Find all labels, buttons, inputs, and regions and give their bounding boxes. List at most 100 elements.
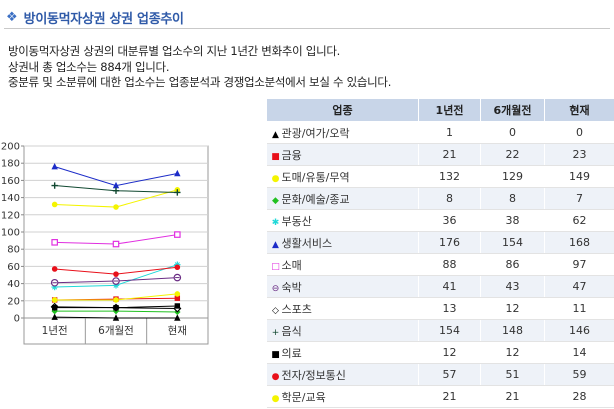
table-row: □ 소매 88 86 97: [266, 253, 614, 276]
y-tick-label: 0: [14, 314, 20, 325]
value-cell: 57: [418, 363, 481, 386]
header-category: 업종: [266, 98, 419, 122]
table-row: ■ 의료 12 12 14: [266, 341, 614, 364]
value-cell: 0: [480, 121, 545, 144]
category-name: 생활서비스: [281, 236, 333, 250]
category-cell: ■ 금융: [266, 143, 419, 166]
line-chart-svg: 0 20 40 60 80 100 120 140 160 180 200 1년전 6개월전 현재: [1, 142, 209, 345]
value-cell: 47: [544, 275, 614, 298]
data-point: [113, 271, 119, 277]
series-marker-icon: ■: [271, 151, 280, 162]
data-point: [112, 181, 120, 189]
value-cell: 12: [418, 341, 481, 364]
value-cell: 132: [418, 165, 481, 188]
value-cell: 21: [418, 143, 481, 166]
value-cell: 12: [480, 341, 545, 364]
value-cell: 176: [418, 231, 481, 254]
series-marker-icon: ▲: [272, 129, 279, 140]
category-name: 금융: [281, 148, 302, 162]
value-cell: 12: [480, 297, 545, 320]
description-line-3: 중분류 및 소분류에 대한 업소수는 업종분석과 경쟁업소분석에서 보실 수 있…: [8, 75, 392, 89]
category-cell: ● 도매/유통/무역: [266, 165, 419, 188]
value-cell: 11: [544, 297, 614, 320]
header-6months: 6개월전: [480, 98, 545, 122]
value-cell: 97: [544, 253, 614, 276]
data-point: [174, 264, 181, 271]
category-name: 음식: [281, 324, 302, 338]
value-cell: 43: [480, 275, 545, 298]
series-marker-icon: □: [271, 261, 280, 272]
data-point: [51, 266, 58, 272]
value-cell: 148: [480, 319, 545, 342]
table-row: ▲ 관광/여가/오락 1 0 0: [266, 121, 614, 144]
value-cell: 168: [544, 231, 614, 254]
data-point: [51, 201, 58, 208]
table-row: ⊖ 숙박 41 43 47: [266, 275, 614, 298]
data-point: [174, 291, 181, 297]
value-cell: 86: [480, 253, 545, 276]
y-tick-label: 20: [7, 296, 20, 307]
data-point: [174, 314, 181, 321]
series-marker-icon: ●: [271, 173, 280, 184]
x-tick-label: 6개월전: [98, 325, 134, 337]
y-tick-label: 100: [1, 228, 20, 239]
category-name: 소매: [281, 258, 302, 272]
category-name: 의료: [281, 346, 302, 360]
category-name: 학문/교육: [281, 390, 326, 404]
series-marker-icon: ▲: [272, 239, 279, 250]
value-cell: 146: [544, 319, 614, 342]
series-marker-icon: +: [271, 327, 280, 338]
value-cell: 149: [544, 165, 614, 188]
data-point: [113, 297, 119, 303]
value-cell: 8: [418, 187, 481, 210]
value-cell: 154: [480, 231, 545, 254]
table-row: ■ 금융 21 22 23: [266, 143, 614, 166]
description-line-2: 상권내 총 업소수는 884개 입니다.: [8, 59, 170, 74]
table-row: ◇ 스포츠 13 12 11: [266, 297, 614, 320]
y-tick-label: 120: [1, 210, 20, 221]
table-row: + 음식 154 148 146: [266, 319, 614, 342]
category-cell: ● 학문/교육: [266, 385, 419, 408]
table-row: ● 도매/유통/무역 132 129 149: [266, 165, 614, 188]
y-tick-label: 160: [1, 176, 20, 187]
table-row: ● 전자/정보통신 57 51 59: [266, 363, 614, 386]
description: 방이동먹자상권 상권의 대분류별 업소수의 지난 1년간 변화추이 입니다. 상…: [8, 44, 391, 91]
value-cell: 14: [544, 341, 614, 364]
data-point: [113, 204, 119, 210]
data-point: [174, 295, 181, 301]
category-cell: ✱ 부동산: [266, 209, 419, 232]
page-title: 방이동먹자상권 상권 업종추이: [23, 11, 184, 27]
series-marker-icon: ◇: [272, 305, 279, 316]
category-name: 전자/정보통신: [281, 368, 346, 382]
value-cell: 0: [544, 121, 614, 144]
value-cell: 88: [418, 253, 481, 276]
y-tick-label: 200: [1, 142, 20, 153]
table-header-row: 업종 1년전 6개월전 현재: [266, 98, 614, 122]
data-point: [112, 314, 120, 321]
data-point: [51, 304, 58, 311]
title-bar: ❖ 방이동먹자상권 상권 업종추이: [4, 6, 610, 29]
data-point: [51, 162, 58, 170]
series-marker-icon: ⊖: [271, 283, 280, 294]
category-cell: ● 전자/정보통신: [266, 363, 419, 386]
value-cell: 51: [480, 363, 545, 386]
category-cell: + 음식: [266, 319, 419, 342]
value-cell: 36: [418, 209, 481, 232]
category-name: 스포츠: [281, 302, 312, 316]
series-marker-icon: ●: [271, 371, 280, 382]
header-current: 현재: [544, 98, 614, 122]
value-cell: 7: [544, 187, 614, 210]
category-cell: ◇ 스포츠: [266, 297, 419, 320]
value-cell: 129: [480, 165, 545, 188]
value-cell: 21: [480, 385, 545, 408]
data-table: 업종 1년전 6개월전 현재 ▲ 관광/여가/오락 1 0 0 ■ 금융 21 22 23 ● 도매/…: [266, 98, 614, 408]
value-cell: 13: [418, 297, 481, 320]
value-cell: 28: [544, 385, 614, 408]
value-cell: 62: [544, 209, 614, 232]
value-cell: 38: [480, 209, 545, 232]
category-cell: ⊖ 숙박: [266, 275, 419, 298]
data-point: [51, 239, 58, 246]
y-tick-label: 40: [7, 279, 20, 290]
category-cell: ■ 의료: [266, 341, 419, 364]
table-row: ◆ 문화/예술/종교 8 8 7: [266, 187, 614, 210]
